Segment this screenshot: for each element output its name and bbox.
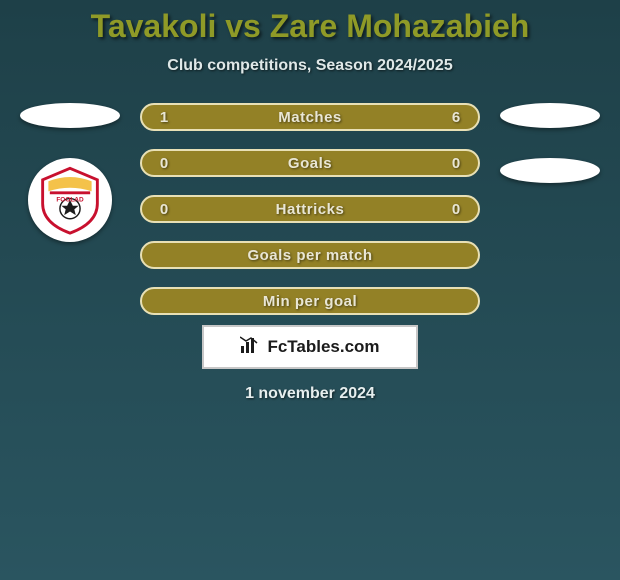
- left-column: FOOLAD: [10, 103, 130, 315]
- stat-left-value: 0: [156, 155, 172, 172]
- stat-label: Matches: [278, 109, 342, 126]
- comparison-card: Tavakoli vs Zare Mohazabieh Club competi…: [0, 0, 620, 580]
- right-player-avatar: [500, 103, 600, 128]
- fctables-logo[interactable]: FcTables.com: [202, 325, 418, 369]
- stat-label: Goals: [288, 155, 332, 172]
- bar-chart-icon: [240, 336, 262, 359]
- left-club-badge: FOOLAD: [28, 158, 112, 242]
- left-player-avatar: [20, 103, 120, 128]
- right-column: [490, 103, 610, 315]
- stat-label: Min per goal: [263, 293, 357, 310]
- stat-label: Hattricks: [276, 201, 345, 218]
- stat-row: Goals per match: [140, 241, 480, 269]
- logo-text: FcTables.com: [267, 337, 379, 357]
- stat-right-value: 0: [448, 201, 464, 218]
- stat-row: 0 Goals 0: [140, 149, 480, 177]
- foolad-crest-icon: FOOLAD: [34, 164, 106, 236]
- stats-list: 1 Matches 6 0 Goals 0 0 Hattricks 0 Goals per mat…: [130, 103, 490, 315]
- svg-text:FOOLAD: FOOLAD: [56, 196, 84, 203]
- subtitle: Club competitions, Season 2024/2025: [0, 57, 620, 75]
- stat-right-value: 0: [448, 155, 464, 172]
- columns: FOOLAD 1 Matches 6 0 Goals 0 0 Hattricks 0 Goals …: [0, 103, 620, 315]
- stat-row: Min per goal: [140, 287, 480, 315]
- page-title: Tavakoli vs Zare Mohazabieh: [0, 0, 620, 45]
- right-club-badge: [500, 158, 600, 183]
- stat-label: Goals per match: [247, 247, 372, 264]
- stat-row: 0 Hattricks 0: [140, 195, 480, 223]
- stat-left-value: 0: [156, 201, 172, 218]
- stat-left-value: 1: [156, 109, 172, 126]
- date-label: 1 november 2024: [0, 385, 620, 403]
- stat-right-value: 6: [448, 109, 464, 126]
- stat-row: 1 Matches 6: [140, 103, 480, 131]
